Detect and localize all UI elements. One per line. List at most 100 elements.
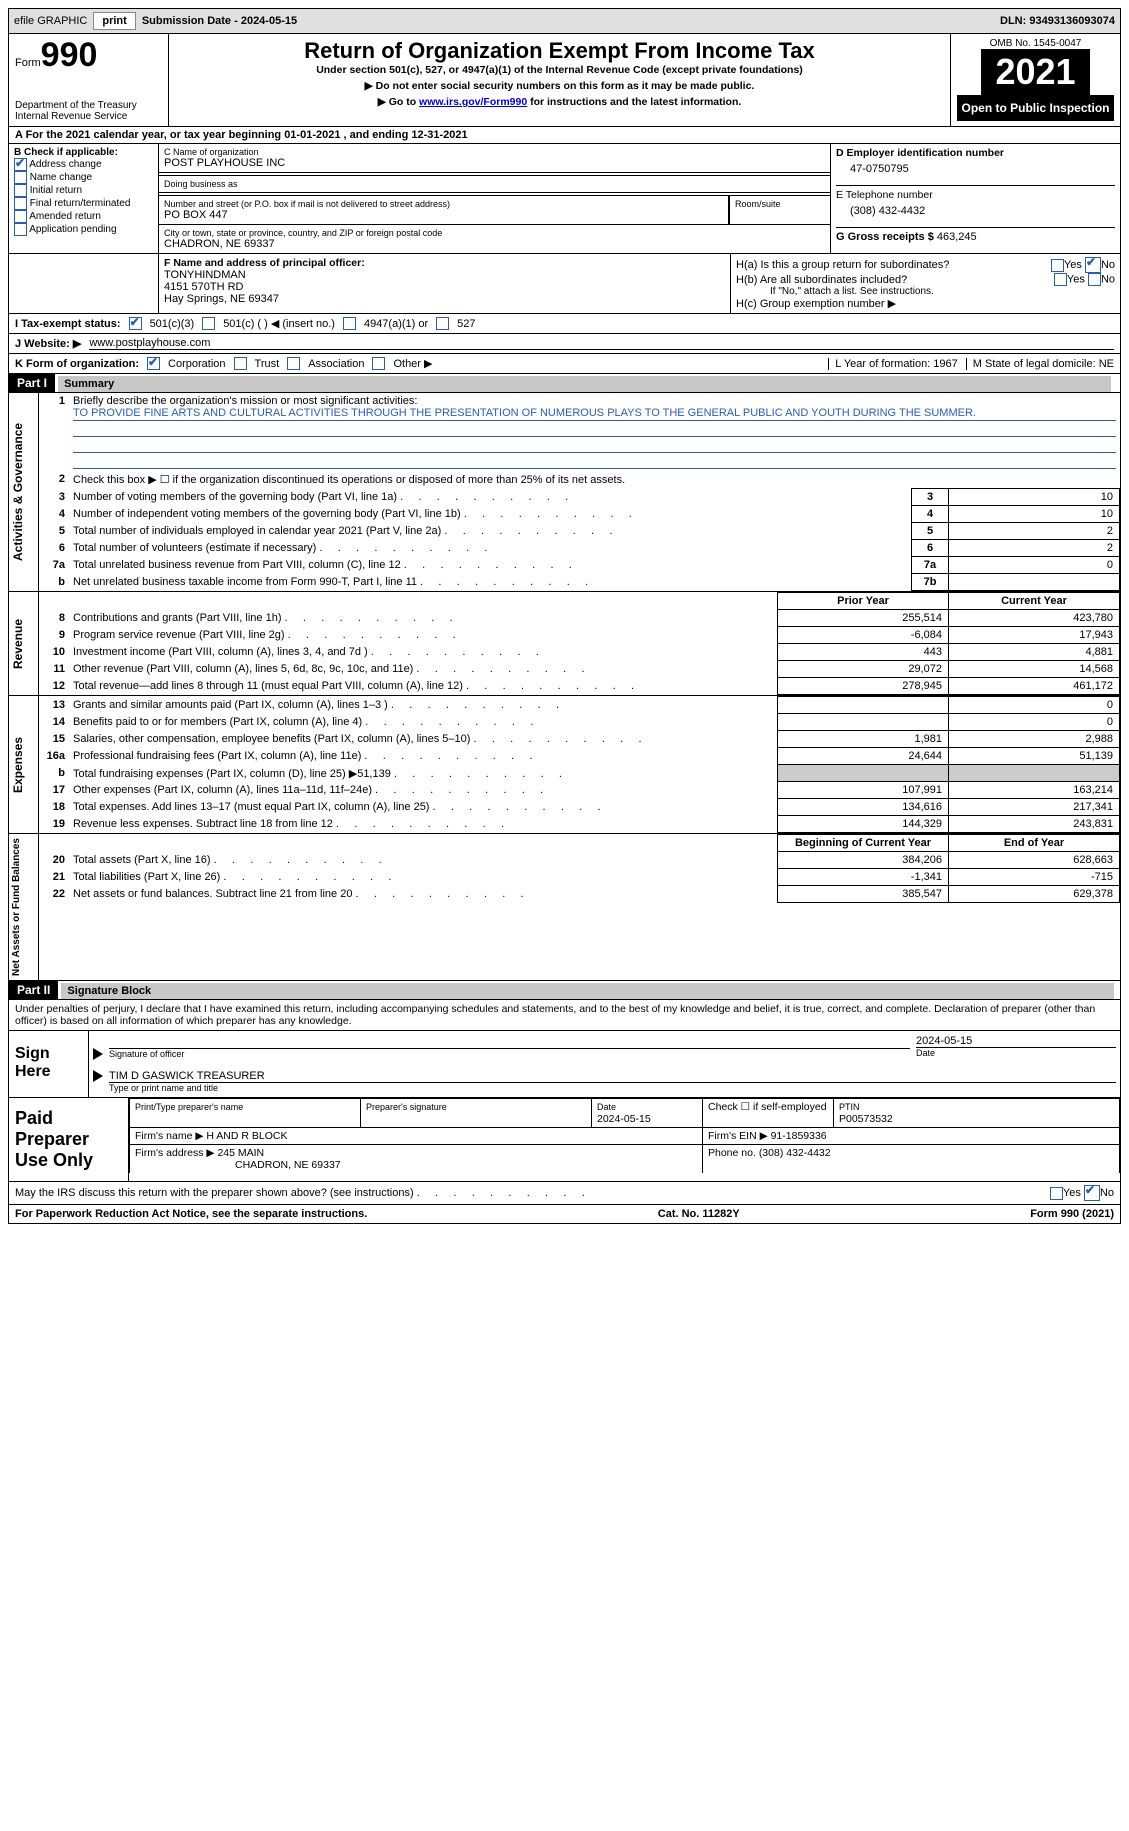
table-row: 13Grants and similar amounts paid (Part … [39, 697, 1120, 714]
k-assoc-checkbox[interactable] [287, 357, 300, 370]
i-4947-checkbox[interactable] [343, 317, 356, 330]
f-spacer [9, 254, 159, 313]
col-deg: D Employer identification number 47-0750… [830, 144, 1120, 253]
table-row: 16aProfessional fundraising fees (Part I… [39, 748, 1120, 765]
b-checkbox[interactable] [14, 210, 27, 223]
b-checkbox[interactable] [14, 184, 27, 197]
room-label: Room/suite [735, 199, 825, 209]
footer-right: Form 990 (2021) [1030, 1208, 1114, 1220]
ha-yes-checkbox[interactable] [1051, 259, 1064, 272]
firm-addr-label: Firm's address ▶ [135, 1147, 215, 1159]
col-b: B Check if applicable: Address change Na… [9, 144, 159, 253]
form-header: Form990 Department of the Treasury Inter… [8, 34, 1121, 127]
i-527-checkbox[interactable] [436, 317, 449, 330]
b-checkbox[interactable] [14, 223, 27, 236]
b-checkbox-item: Name change [14, 171, 153, 184]
prep-check: Check ☐ if self-employed [703, 1099, 834, 1128]
org-name: POST PLAYHOUSE INC [164, 157, 825, 169]
print-button[interactable]: print [93, 12, 135, 30]
may-discuss-row: May the IRS discuss this return with the… [8, 1182, 1121, 1205]
k-corp-checkbox[interactable] [147, 357, 160, 370]
officer-name: TONYHINDMAN [164, 269, 725, 281]
block-bcd: B Check if applicable: Address change Na… [8, 144, 1121, 254]
ptin-value: P00573532 [839, 1113, 893, 1125]
typed-label: Type or print name and title [109, 1083, 1116, 1093]
footer-mid: Cat. No. 11282Y [658, 1208, 740, 1220]
goto-pre: ▶ Go to [378, 96, 419, 108]
i-501c-checkbox[interactable] [202, 317, 215, 330]
netassets-table: Beginning of Current Year End of Year 20… [39, 834, 1120, 903]
k-opt-3: Other ▶ [393, 357, 432, 370]
table-row: 3Number of voting members of the governi… [39, 489, 1120, 506]
row-a-period: A For the 2021 calendar year, or tax yea… [8, 127, 1121, 144]
sig-officer-label: Signature of officer [109, 1048, 910, 1059]
firm-ein: 91-1859336 [771, 1130, 827, 1142]
i-opt-3: 527 [457, 318, 475, 330]
irs-label: Internal Revenue Service [15, 111, 162, 122]
table-row: 9Program service revenue (Part VIII, lin… [39, 627, 1120, 644]
table-row: 20Total assets (Part X, line 16)384,2066… [39, 852, 1120, 869]
i-501c3-checkbox[interactable] [129, 317, 142, 330]
part2-badge: Part II [9, 981, 58, 999]
street-address: PO BOX 447 [164, 209, 723, 221]
table-row: bNet unrelated business taxable income f… [39, 574, 1120, 591]
prep-date-label: Date [597, 1102, 616, 1112]
k-other-checkbox[interactable] [372, 357, 385, 370]
section-netassets: Net Assets or Fund Balances Beginning of… [8, 834, 1121, 981]
b-checkbox-label: Initial return [30, 185, 82, 196]
table-row: 15Salaries, other compensation, employee… [39, 731, 1120, 748]
city-value: CHADRON, NE 69337 [164, 238, 825, 250]
ha-no-checkbox[interactable] [1085, 257, 1101, 273]
instructions-link[interactable]: www.irs.gov/Form990 [419, 96, 527, 108]
year-cell: OMB No. 1545-0047 2021 Open to Public In… [950, 34, 1120, 126]
q1-label: Briefly describe the organization's miss… [73, 395, 417, 407]
revenue-table: Prior Year Current Year 8Contributions a… [39, 592, 1120, 695]
paid-label: Paid Preparer Use Only [9, 1098, 129, 1181]
ha-yesno: Yes No [1051, 257, 1115, 273]
table-row: 8Contributions and grants (Part VIII, li… [39, 610, 1120, 627]
col-prior: Prior Year [778, 593, 949, 610]
arrow-icon-2 [93, 1070, 103, 1082]
b-checkbox[interactable] [14, 158, 27, 171]
sig-date-value: 2024-05-15 [916, 1035, 1116, 1048]
hb-no-checkbox[interactable] [1088, 273, 1101, 286]
may-yes-checkbox[interactable] [1050, 1187, 1063, 1200]
b-checkbox-item: Final return/terminated [14, 197, 153, 210]
d-label: D Employer identification number [836, 147, 1115, 159]
vlabel-expenses: Expenses [9, 696, 39, 833]
hb-yes-checkbox[interactable] [1054, 273, 1067, 286]
paid-right: Print/Type preparer's name Preparer's si… [129, 1098, 1120, 1181]
page-footer: For Paperwork Reduction Act Notice, see … [8, 1205, 1121, 1224]
table-row: 18Total expenses. Add lines 13–17 (must … [39, 799, 1120, 816]
may-no-checkbox[interactable] [1084, 1185, 1100, 1201]
b-checkbox[interactable] [14, 197, 27, 210]
b-label: B Check if applicable: [14, 147, 153, 158]
sign-here-block: Sign Here 2024-05-15 Signature of office… [8, 1031, 1121, 1098]
row-j: J Website: ▶ www.postplayhouse.com [8, 334, 1121, 354]
ptin-label: PTIN [839, 1102, 860, 1112]
city-label: City or town, state or province, country… [164, 228, 825, 238]
table-row: 19Revenue less expenses. Subtract line 1… [39, 816, 1120, 833]
title-cell: Return of Organization Exempt From Incom… [169, 34, 950, 126]
b-checkbox-label: Amended return [29, 211, 101, 222]
k-opt-2: Association [308, 358, 364, 370]
i-opt-1: 501(c) ( ) ◀ (insert no.) [223, 317, 335, 330]
k-trust-checkbox[interactable] [234, 357, 247, 370]
firm-city: CHADRON, NE 69337 [135, 1159, 341, 1171]
phone-value: (308) 432-4432 [850, 205, 1115, 217]
top-bar: efile GRAPHIC print Submission Date - 20… [8, 8, 1121, 34]
i-label: I Tax-exempt status: [15, 318, 121, 330]
arrow-icon [93, 1048, 103, 1060]
table-row: bTotal fundraising expenses (Part IX, co… [39, 765, 1120, 782]
firm-phone: (308) 432-4432 [759, 1147, 831, 1159]
prep-date: 2024-05-15 [597, 1113, 651, 1125]
table-row: 10Investment income (Part VIII, column (… [39, 644, 1120, 661]
officer-addr1: 4151 570TH RD [164, 281, 725, 293]
subtitle-3: ▶ Go to www.irs.gov/Form990 for instruct… [175, 96, 944, 108]
dept-label: Department of the Treasury [15, 100, 162, 111]
b-checkbox[interactable] [14, 171, 27, 184]
expenses-table: 13Grants and similar amounts paid (Part … [39, 696, 1120, 833]
table-row: 21Total liabilities (Part X, line 26)-1,… [39, 869, 1120, 886]
q2-text: Check this box ▶ ☐ if the organization d… [69, 471, 1120, 489]
hc-label: H(c) Group exemption number ▶ [736, 297, 1115, 310]
